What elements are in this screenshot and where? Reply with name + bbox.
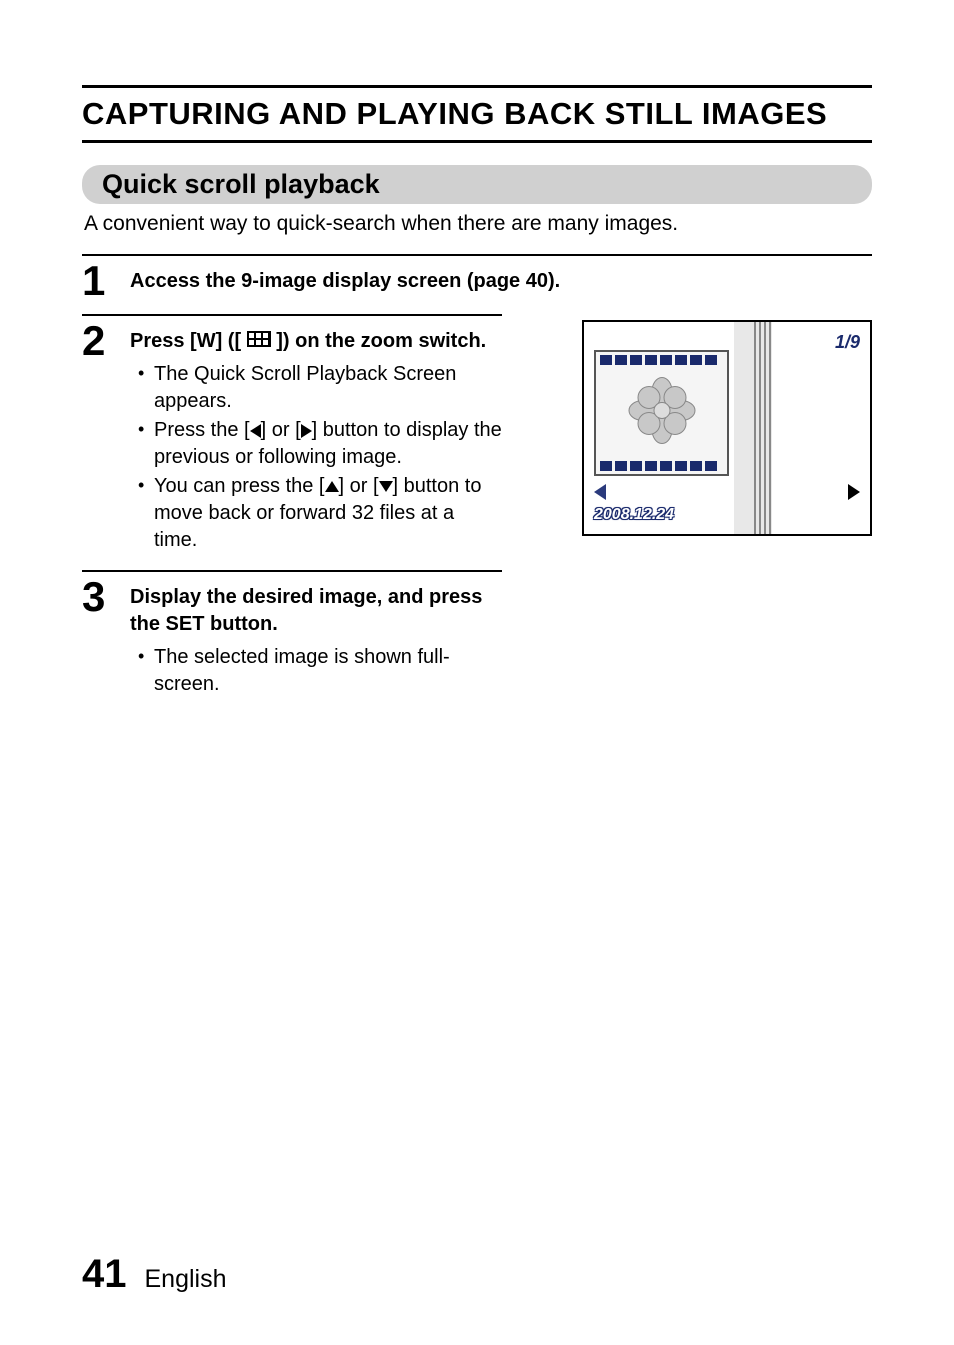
step-number: 2	[82, 322, 130, 360]
section-description: A convenient way to quick-search when th…	[82, 212, 872, 236]
page-number: 41	[82, 1252, 127, 1297]
thumb-strip-top	[596, 352, 727, 368]
bullet-text: Press the [	[154, 419, 250, 441]
page-title: CAPTURING AND PLAYING BACK STILL IMAGES	[82, 85, 872, 143]
step-2-bullets: The Quick Scroll Playback Screen appears…	[130, 361, 502, 554]
bullet-item: You can press the [] or [] button to mov…	[130, 473, 502, 554]
bullet-text: ] or [	[339, 475, 379, 497]
step-2: 2 Press [W] ([	[82, 322, 502, 556]
step-2-title-part-b: ]) on the zoom switch.	[276, 330, 486, 352]
step-number: 3	[82, 578, 130, 616]
step-1: 1 Access the 9-image display screen (pag…	[82, 262, 872, 300]
up-arrow-icon	[325, 481, 339, 492]
step-3-bullets: The selected image is shown full-screen.	[130, 644, 502, 698]
bullet-text: ] or [	[261, 419, 301, 441]
step-3-title: Display the desired image, and press the…	[130, 584, 502, 638]
page-language: English	[145, 1265, 227, 1294]
camera-screen-diagram: 1/9	[582, 320, 872, 536]
step-2-title: Press [W] ([ ]) on the zoom switch.	[130, 328, 502, 355]
divider	[82, 314, 502, 316]
step-number: 1	[82, 262, 130, 300]
flower-icon	[627, 375, 697, 450]
step-1-title: Access the 9-image display screen (page …	[130, 268, 872, 295]
section-heading: Quick scroll playback	[82, 165, 872, 204]
bullet-item: The Quick Scroll Playback Screen appears…	[130, 361, 502, 415]
grid-icon	[247, 328, 271, 355]
divider	[82, 570, 502, 572]
date-label: 2008.12.24	[594, 506, 674, 524]
step-2-title-part-a: Press [W] ([	[130, 330, 241, 352]
left-arrow-icon	[250, 424, 261, 438]
page-footer: 41 English	[82, 1252, 227, 1297]
down-arrow-icon	[379, 481, 393, 492]
scroll-hatch	[754, 322, 772, 534]
next-arrow-icon	[848, 484, 860, 500]
step-3: 3 Display the desired image, and press t…	[82, 578, 502, 700]
bullet-item: Press the [] or [] button to display the…	[130, 417, 502, 471]
right-arrow-icon	[301, 424, 312, 438]
bullet-text: You can press the [	[154, 475, 325, 497]
thumbnail-panel	[594, 350, 729, 476]
divider	[82, 254, 872, 256]
thumb-strip-bottom	[596, 458, 727, 474]
bullet-item: The selected image is shown full-screen.	[130, 644, 502, 698]
prev-arrow-icon	[594, 484, 606, 500]
counter-label: 1/9	[835, 332, 860, 353]
scroll-slider	[734, 322, 772, 534]
